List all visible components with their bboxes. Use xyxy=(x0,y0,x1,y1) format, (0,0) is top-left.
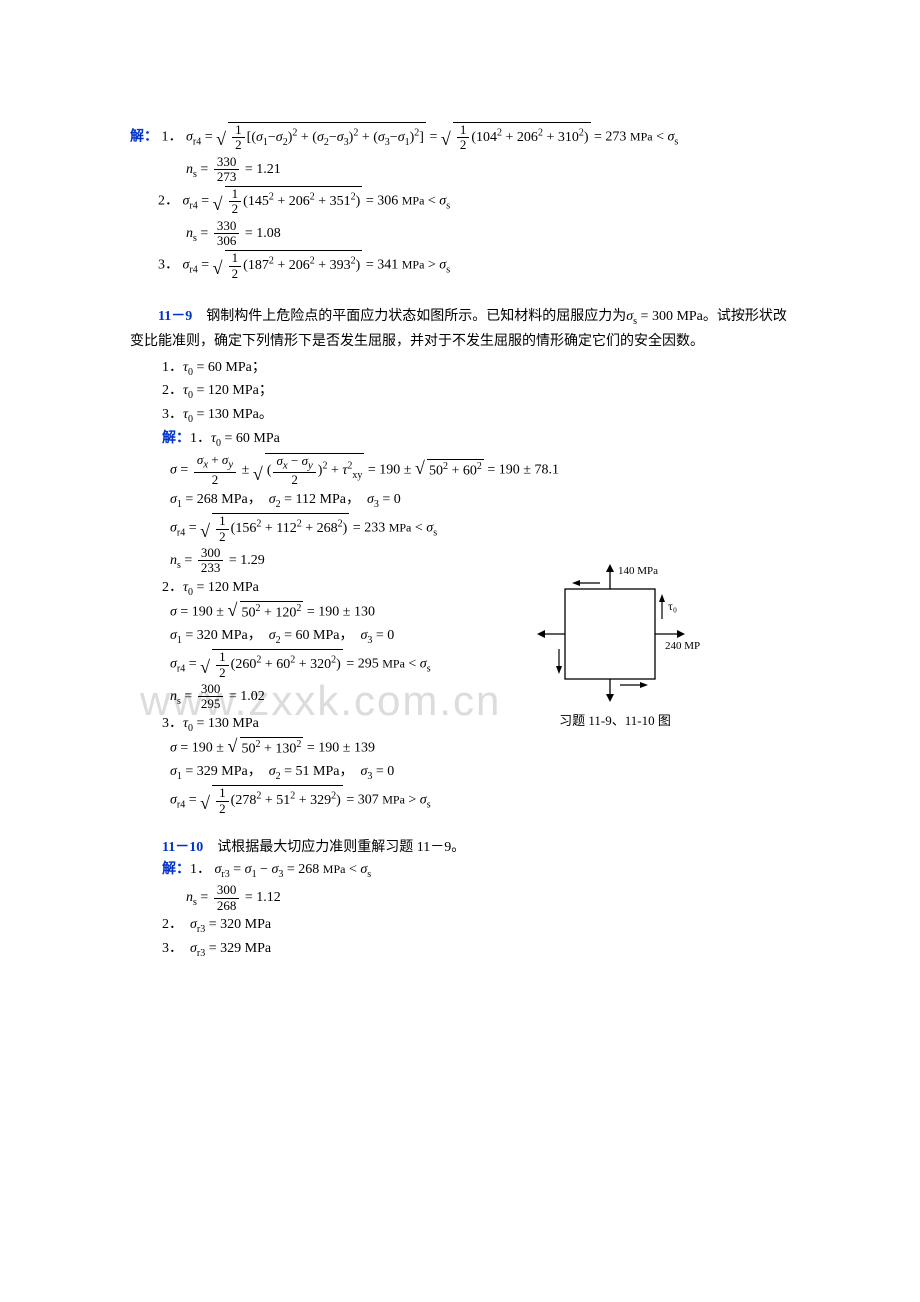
s8-l3: 解：3． σr4 = 12(1872 + 2062 + 3932) = 341 … xyxy=(130,250,800,281)
s9-p2-ns: ns = 300295 = 1.02 xyxy=(170,682,800,712)
s9-i1: 1．τ0 = 60 MPa； xyxy=(162,358,800,380)
s10-head: 11－10 试根据最大切应力准则重解习题 11－9。 xyxy=(162,838,800,858)
solve-label-2: 解： xyxy=(162,431,190,446)
s10-heading: 11－10 xyxy=(162,840,203,855)
s8-n1: 1． xyxy=(162,130,183,145)
s9-p2-eq2: σ1 = 320 MPa， σ2 = 60 MPa， σ3 = 0 xyxy=(170,626,800,648)
s9-p1-eq2: σ1 = 268 MPa， σ2 = 112 MPa， σ3 = 0 xyxy=(170,490,800,512)
s8-l1: 解： 1． σr4 = 12[(σ1−σ2)2 + (σ2−σ3)2 + (σ3… xyxy=(130,122,800,153)
s9-heading: 11－9 xyxy=(158,309,192,324)
stress-diagram: 140 MPa 240 MPa τ₀ 习题 11-9、11-10 xyxy=(530,564,700,730)
solve-label-3: 解： xyxy=(162,862,190,877)
s9-p2-eq3: σr4 = 12(2602 + 602 + 3202) = 295 MPa < … xyxy=(170,649,800,680)
d-top: 140 MPa xyxy=(618,565,658,577)
s8-l2-ns: ns = 330306 = 1.08 xyxy=(186,219,800,249)
s10-ns: ns = 300268 = 1.12 xyxy=(186,883,800,913)
s8-l2: 解：2． σr4 = 12(1452 + 2062 + 3512) = 306 … xyxy=(130,186,800,217)
s9-p1-eq1: σ = σx + σy2 ± (σx − σy2)2 + τ2xy = 190 … xyxy=(170,453,800,488)
s9-text: 11－9 钢制构件上危险点的平面应力状态如图所示。已知材料的屈服应力为σs = … xyxy=(130,305,800,354)
s10-l2: 2． σr3 = 320 MPa xyxy=(162,915,800,937)
d-right: 240 MPa xyxy=(665,640,700,652)
s9-p2-head: 2．τ0 = 120 MPa xyxy=(162,578,800,600)
s9-p1-ns: ns = 300233 = 1.29 xyxy=(170,546,800,576)
diagram-caption: 习题 11-9、11-10 图 xyxy=(530,712,700,730)
s9-p1-eq3: σr4 = 12(1562 + 1122 + 2682) = 233 MPa <… xyxy=(170,513,800,544)
s9-p2-eq1: σ = 190 ± 502 + 1202 = 190 ± 130 xyxy=(170,601,800,623)
s9-p3-head: 3．τ0 = 130 MPa xyxy=(162,714,800,736)
solve-label: 解： xyxy=(130,130,158,145)
s9-p3-eq1: σ = 190 ± 502 + 1302 = 190 ± 139 xyxy=(170,737,800,759)
d-tau: τ₀ xyxy=(668,599,677,613)
s10-l1: 解：1． σr3 = σ1 − σ3 = 268 MPa < σs xyxy=(162,860,800,882)
s9-p1-head: 解：1．τ0 = 60 MPa xyxy=(162,429,800,451)
s10-l3: 3． σr3 = 329 MPa xyxy=(162,939,800,961)
s9-p3-eq3: σr4 = 12(2782 + 512 + 3292) = 307 MPa > … xyxy=(170,785,800,816)
s9-i3: 3．τ0 = 130 MPa。 xyxy=(162,405,800,427)
s9-i2: 2．τ0 = 120 MPa； xyxy=(162,381,800,403)
s8-l1-ns: ns = 330273 = 1.21 xyxy=(186,155,800,185)
s9-p3-eq2: σ1 = 329 MPa， σ2 = 51 MPa， σ3 = 0 xyxy=(170,762,800,784)
